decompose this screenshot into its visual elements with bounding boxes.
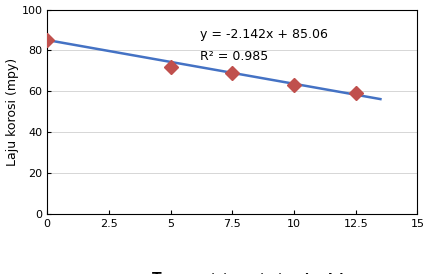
Y-axis label: Laju korosi (mpy): Laju korosi (mpy) (6, 58, 18, 166)
Text: Tegangan: Tegangan (152, 271, 232, 274)
Text: R² = 0.985: R² = 0.985 (200, 50, 268, 63)
Text: Tegangan $\it{elektroplating}$ (volt): Tegangan $\it{elektroplating}$ (volt) (119, 271, 346, 274)
Text: y = -2.142x + 85.06: y = -2.142x + 85.06 (200, 28, 328, 41)
